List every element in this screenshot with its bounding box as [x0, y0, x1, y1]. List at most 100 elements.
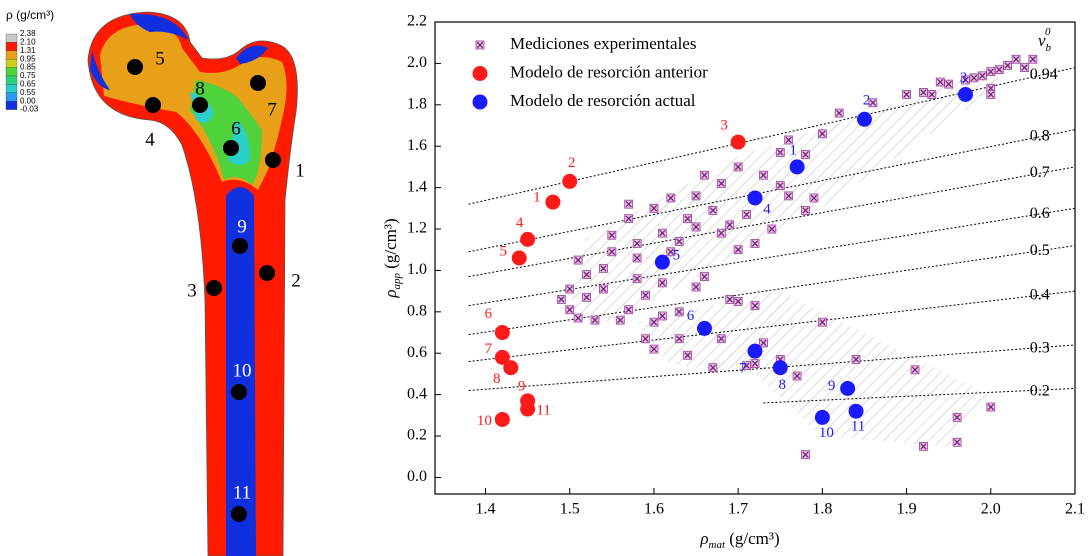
axis-unit: (g/cm³): [381, 218, 400, 273]
data-point: [666, 247, 676, 257]
data-point: [927, 90, 937, 99]
point-label: 2: [568, 155, 576, 171]
legend-label: 1.31: [20, 46, 36, 55]
data-point: [666, 193, 676, 203]
data-point: [615, 315, 625, 325]
femur-canal: [226, 187, 256, 556]
y-tick-label: 0.8: [407, 302, 427, 319]
data-point: [767, 224, 777, 234]
data-point: [1028, 54, 1038, 64]
x-tick-label: 1.8: [812, 501, 832, 518]
legend-marker: [475, 40, 485, 50]
data-point: [784, 135, 794, 145]
point-label: 3: [960, 70, 968, 86]
data-point: [657, 228, 667, 238]
data-point: [1020, 63, 1029, 72]
legend-title: ρ (g/cm³): [6, 8, 54, 22]
femur-point-label: 9: [237, 216, 247, 237]
axis-subscript: app: [391, 273, 403, 290]
legend-entry: Modelo de resorción anterior: [510, 62, 708, 81]
legend-marker: [472, 66, 488, 81]
data-point: [809, 193, 819, 203]
data-point: [696, 320, 712, 336]
femur-point: [145, 97, 161, 113]
y-tick-label: 0.6: [407, 344, 427, 361]
femur-point-label: 3: [187, 280, 197, 301]
data-point: [624, 305, 634, 315]
reference-label: 0.7: [1030, 164, 1050, 181]
y-tick-label: 0.4: [407, 385, 427, 402]
reference-line: [468, 290, 1076, 363]
data-point: [977, 71, 987, 81]
reference-title: vb 0: [1038, 26, 1052, 54]
data-point: [750, 239, 760, 248]
legend-band: [5, 59, 18, 68]
femur-point-label: 11: [233, 482, 251, 503]
data-point: [683, 214, 693, 224]
legend-label: 0.65: [20, 80, 36, 89]
y-tick-label: 1.0: [407, 261, 427, 278]
data-point: [772, 360, 788, 376]
x-tick-label: 1.4: [476, 501, 496, 518]
data-point: [986, 90, 996, 99]
point-label: 4: [516, 215, 524, 231]
data-point: [733, 162, 743, 172]
femur-point-label: 4: [145, 129, 155, 150]
point-label: 5: [499, 243, 507, 259]
point-label: 9: [828, 378, 836, 394]
femur-point-label: 2: [291, 270, 301, 291]
data-point: [902, 90, 911, 99]
legend-label: 0.00: [20, 96, 36, 105]
data-point: [573, 313, 583, 323]
data-point: [674, 334, 684, 344]
point-label: 10: [477, 413, 492, 429]
data-point: [657, 278, 667, 288]
data-point: [599, 263, 608, 273]
reference-line: [468, 67, 1076, 205]
y-tick-label: 0.2: [407, 427, 427, 444]
point-label: 8: [779, 377, 787, 393]
legend-entry: Modelo de resorción actual: [510, 91, 696, 110]
y-axis-label: ρapp (g/cm³): [381, 218, 403, 298]
data-point: [674, 237, 684, 246]
data-point: [641, 334, 650, 344]
data-point: [649, 203, 659, 213]
data-point: [784, 191, 794, 201]
femur-point-label: 7: [267, 99, 277, 120]
data-point: [494, 325, 510, 341]
femur-point: [231, 384, 247, 400]
legend-label: 0.85: [20, 63, 36, 72]
femur-point: [250, 75, 266, 91]
data-point: [716, 334, 726, 344]
legend-band: [5, 84, 18, 93]
x-tick-label: 1.7: [728, 501, 748, 518]
x-axis-label: ρmat (g/cm³): [699, 529, 779, 551]
data-point: [725, 295, 735, 304]
legend-label: 0.75: [20, 71, 36, 80]
data-point: [607, 230, 617, 240]
femur-point: [265, 152, 281, 168]
data-point: [958, 86, 974, 102]
chart: 1.4 1.5 1.6 1.7 1.8 1.9 2.0 2.1 0.0 0.2 0.4 0.6 0.8 1…: [381, 13, 1085, 551]
data-point: [641, 290, 650, 300]
data-point: [856, 111, 872, 127]
hatch-region: [637, 291, 989, 446]
data-point: [986, 67, 996, 77]
data-point: [607, 247, 617, 257]
x-tick-label: 2.1: [1065, 501, 1085, 518]
legend-band: [5, 50, 18, 60]
legend-entry: Mediciones experimentales: [510, 34, 696, 53]
data-point: [716, 228, 726, 238]
data-point: [775, 148, 785, 157]
y-tick-label: 2.0: [407, 54, 427, 71]
data-point: [649, 344, 659, 354]
data-point: [733, 297, 743, 306]
data-point: [725, 220, 735, 230]
femur-point: [206, 280, 222, 296]
data-point: [1003, 61, 1013, 70]
femur-point: [127, 59, 143, 75]
legend-label: -0.03: [20, 105, 39, 114]
data-point: [691, 222, 701, 232]
data-point: [657, 311, 667, 321]
